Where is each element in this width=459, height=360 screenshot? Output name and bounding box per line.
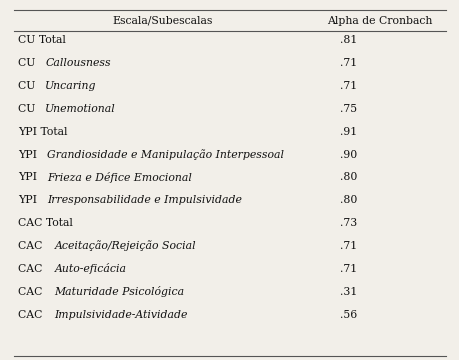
Text: .80: .80: [340, 195, 357, 205]
Text: CU Total: CU Total: [18, 35, 66, 45]
Text: Auto-eficácia: Auto-eficácia: [54, 263, 126, 274]
Text: Impulsividade-Atividade: Impulsividade-Atividade: [54, 310, 187, 320]
Text: CAC Total: CAC Total: [18, 218, 73, 228]
Text: CAC: CAC: [18, 310, 46, 320]
Text: YPI: YPI: [18, 172, 41, 183]
Text: Callousness: Callousness: [45, 58, 111, 68]
Text: .90: .90: [340, 149, 357, 159]
Text: Maturidade Psicológica: Maturidade Psicológica: [54, 286, 184, 297]
Text: Uncaring: Uncaring: [45, 81, 97, 91]
Text: .81: .81: [340, 35, 357, 45]
Text: .71: .71: [340, 58, 357, 68]
Text: .80: .80: [340, 172, 357, 183]
Text: .71: .71: [340, 241, 357, 251]
Text: .73: .73: [340, 218, 357, 228]
Text: Unemotional: Unemotional: [45, 104, 116, 114]
Text: Aceitação/Rejeição Social: Aceitação/Rejeição Social: [54, 240, 196, 251]
Text: CAC: CAC: [18, 287, 46, 297]
Text: CU: CU: [18, 104, 39, 114]
Text: YPI: YPI: [18, 149, 41, 159]
Text: .71: .71: [340, 264, 357, 274]
Text: .56: .56: [340, 310, 357, 320]
Text: CAC: CAC: [18, 241, 46, 251]
Text: Escala/Subescalas: Escala/Subescalas: [112, 15, 213, 26]
Text: Grandiosidade e Manipulação Interpessoal: Grandiosidade e Manipulação Interpessoal: [47, 149, 284, 160]
Text: .31: .31: [340, 287, 357, 297]
Text: CAC: CAC: [18, 264, 46, 274]
Text: Irresponsabilidade e Impulsividade: Irresponsabilidade e Impulsividade: [47, 195, 242, 205]
Text: Alpha de Cronbach: Alpha de Cronbach: [326, 15, 431, 26]
Text: CU: CU: [18, 58, 39, 68]
Text: .91: .91: [340, 127, 357, 137]
Text: Frieza e Défice Emocional: Frieza e Défice Emocional: [47, 172, 192, 183]
Text: CU: CU: [18, 81, 39, 91]
Text: YPI Total: YPI Total: [18, 127, 68, 137]
Text: .75: .75: [340, 104, 357, 114]
Text: YPI: YPI: [18, 195, 41, 205]
Text: .71: .71: [340, 81, 357, 91]
